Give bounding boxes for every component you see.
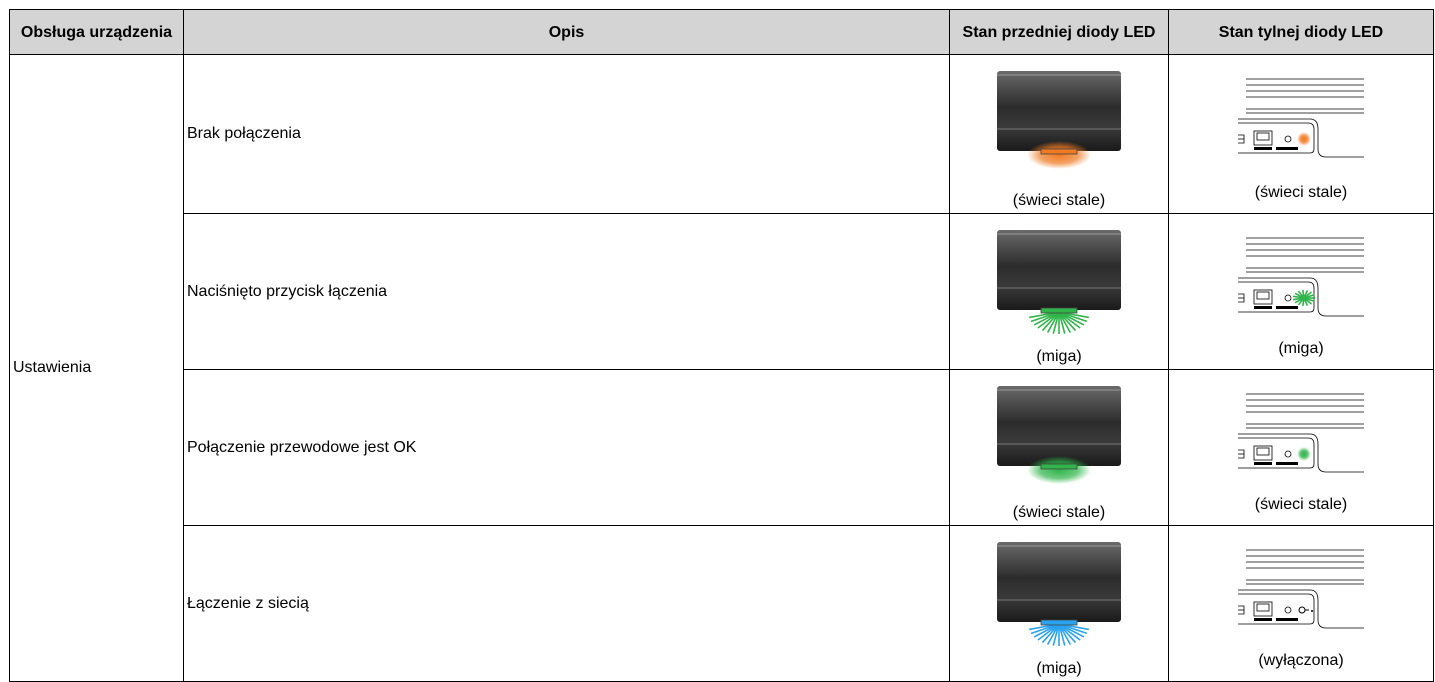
front-led-cell: (świeci stale) [949,54,1169,214]
description-cell: Połączenie przewodowe jest OK [183,369,950,526]
table-body: Ustawienia Brak połączenia (świeci stale)… [9,54,1434,682]
rear-led-box: (wyłączona) [1169,526,1433,681]
rear-led-illustration [1238,393,1364,473]
rear-led-state: (świeci stale) [1254,184,1348,201]
rear-led-state: (wyłączona) [1258,652,1344,669]
front-led-cell: (miga) [949,525,1169,682]
front-led-illustration [997,230,1121,334]
rear-led-cell: (miga) [1168,213,1434,370]
header-cell: Opis [183,9,950,55]
front-led-state: (miga) [1036,348,1082,365]
rear-led-cell: (świeci stale) [1168,54,1434,214]
description-cell: Łączenie z siecią [183,525,950,682]
front-led-illustration [997,542,1121,646]
description-cell: Brak połączenia [183,54,950,214]
rear-led-box: (miga) [1169,214,1433,369]
front-led-box: (miga) [950,214,1168,369]
rear-led-cell: (świeci stale) [1168,369,1434,526]
rear-led-state: (świeci stale) [1254,496,1348,513]
front-led-illustration [997,386,1121,484]
front-led-state: (świeci stale) [1012,504,1106,521]
front-led-state: (świeci stale) [1012,192,1106,209]
front-led-state: (miga) [1036,660,1082,677]
front-led-box: (miga) [950,526,1168,681]
header-cell: Stan przedniej diody LED [949,9,1169,55]
table-row: Łączenie z siecią (miga) (wyłączona) [10,525,1434,682]
table-row: Naciśnięto przycisk łączenia (miga) (mig… [10,213,1434,370]
rear-led-box: (świeci stale) [1169,55,1433,213]
header-cell: Stan tylnej diody LED [1168,9,1434,55]
front-led-box: (świeci stale) [950,55,1168,213]
rear-led-box: (świeci stale) [1169,370,1433,525]
table-row: Ustawienia Brak połączenia (świeci stale)… [9,54,1434,682]
group-cell: Ustawienia [9,54,184,682]
front-led-cell: (świeci stale) [949,369,1169,526]
header-cell: Obsługa urządzenia [9,9,184,55]
description-cell: Naciśnięto przycisk łączenia [183,213,950,370]
led-table: Obsługa urządzenia Opis Stan przedniej d… [9,9,1434,682]
rear-led-cell: (wyłączona) [1168,525,1434,682]
header-row: Obsługa urządzenia Opis Stan przedniej d… [9,9,1434,55]
rear-led-illustration [1238,78,1364,158]
front-led-box: (świeci stale) [950,370,1168,525]
rear-led-illustration [1238,549,1364,629]
rear-led-state: (miga) [1278,340,1324,357]
front-led-illustration [997,71,1121,169]
front-led-cell: (miga) [949,213,1169,370]
rear-led-illustration [1238,237,1364,317]
table-row: Połączenie przewodowe jest OK (świeci st… [10,369,1434,526]
